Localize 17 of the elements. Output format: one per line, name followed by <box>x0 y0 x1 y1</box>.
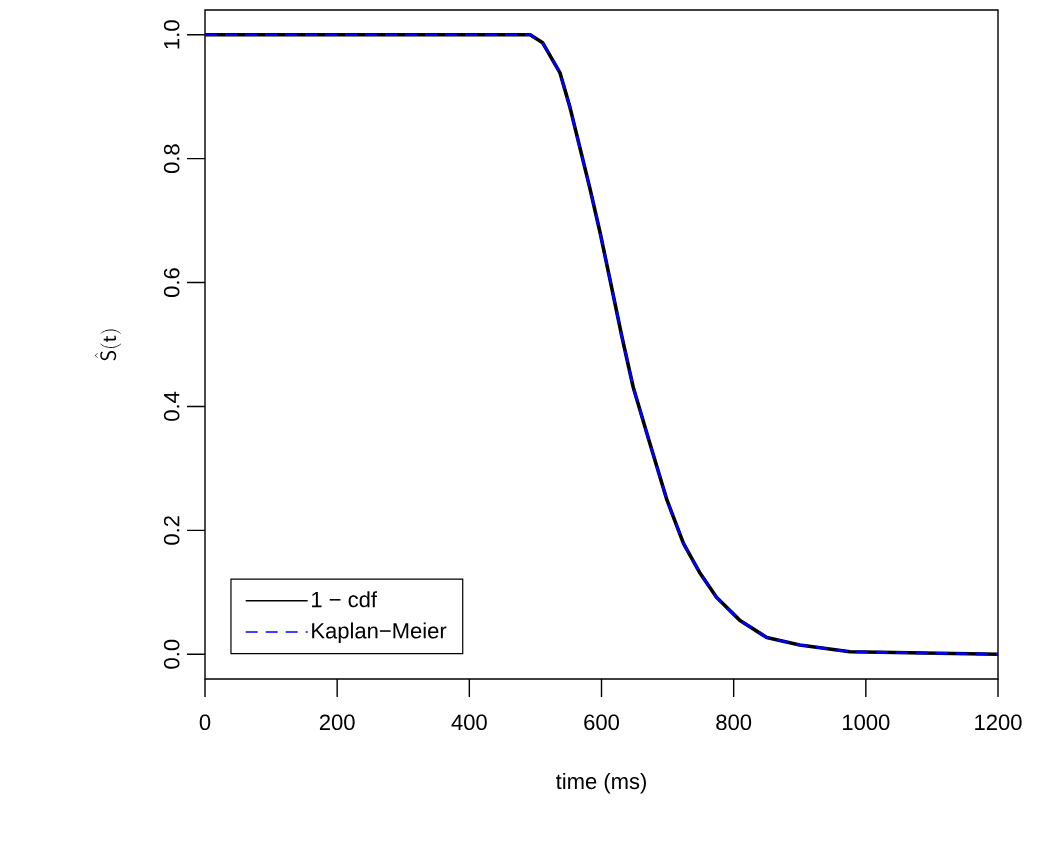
x-tick-label: 1200 <box>975 714 1022 731</box>
x-axis-title: time (ms) <box>556 772 646 794</box>
y-tick-label: 0.6 <box>163 268 180 297</box>
legend-label: 1 − cdf <box>312 591 378 608</box>
y-tick-label: 0.4 <box>163 391 180 421</box>
x-tick-label: 800 <box>716 714 752 731</box>
y-axis-title: $\hat{\mathsf{S}}(\mathsf{t})$ <box>94 329 122 361</box>
x-tick-label: 1000 <box>843 714 890 731</box>
y-tick-label: 0.8 <box>163 144 180 174</box>
y-tick-label: 0.2 <box>163 516 180 545</box>
legend-label: Kaplan−Meier <box>312 622 447 643</box>
x-tick-label: 0 <box>199 714 211 731</box>
x-tick-label: 600 <box>584 714 619 731</box>
y-tick-label: 0.0 <box>163 639 180 669</box>
x-tick-label: 200 <box>319 714 355 731</box>
x-tick-label: 400 <box>451 714 487 731</box>
y-tick-label: 1.0 <box>163 20 180 49</box>
